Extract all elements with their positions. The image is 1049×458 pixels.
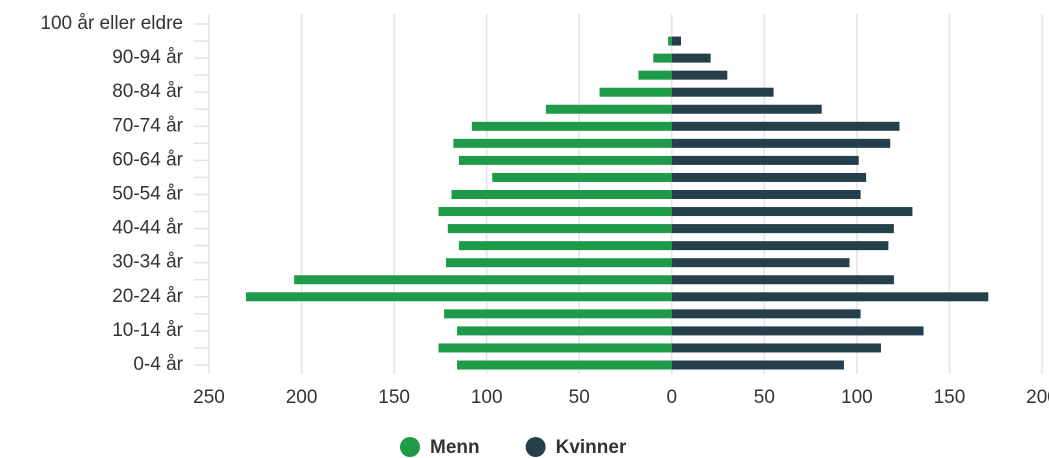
x-tick-label: 100 <box>471 387 503 408</box>
bar <box>451 190 672 199</box>
bar <box>458 155 672 165</box>
x-tick-label: 0 <box>666 387 677 408</box>
y-tick-label: 70-74 år <box>112 115 183 136</box>
bar <box>458 241 672 251</box>
bar <box>671 360 844 370</box>
y-tick-label: 90-94 år <box>112 47 183 68</box>
y-tick-label: 100 år eller eldre <box>40 13 183 34</box>
bar <box>444 309 672 319</box>
bar <box>671 309 861 319</box>
bar <box>457 360 672 370</box>
y-tick-label: 0-4 år <box>133 354 183 375</box>
y-tick-label: 20-24 år <box>112 286 183 307</box>
bar <box>671 326 924 336</box>
legend-label: Kvinner <box>556 437 627 458</box>
bar <box>671 121 900 131</box>
bar <box>653 53 672 63</box>
y-tick-label: 80-84 år <box>112 81 183 102</box>
bar <box>545 104 672 114</box>
bar <box>671 53 711 63</box>
bar <box>671 241 889 251</box>
x-tick-label: 100 <box>841 387 873 408</box>
y-tick-label: 30-34 år <box>112 252 183 273</box>
bar <box>438 207 672 217</box>
bar <box>471 121 672 131</box>
y-tick-label: 60-64 år <box>112 149 183 170</box>
bar <box>457 326 672 336</box>
legend-label: Menn <box>430 437 480 458</box>
bar <box>671 70 728 80</box>
bar <box>671 207 913 217</box>
x-tick-label: 50 <box>754 387 775 408</box>
bar <box>671 155 859 165</box>
bar <box>445 258 672 268</box>
bar <box>671 138 891 148</box>
legend-marker <box>525 437 546 457</box>
bar <box>599 87 672 97</box>
legend-marker <box>400 437 420 457</box>
x-tick-label: 200 <box>1026 387 1049 408</box>
bar <box>671 36 682 46</box>
bar <box>671 224 894 234</box>
bar <box>671 87 774 97</box>
bar <box>671 104 822 114</box>
bar <box>671 343 881 353</box>
x-tick-label: 200 <box>286 387 318 408</box>
x-tick-label: 50 <box>569 387 590 408</box>
bar <box>492 172 672 182</box>
bar <box>638 70 672 80</box>
x-tick-label: 150 <box>378 387 410 408</box>
bar <box>246 292 672 302</box>
y-tick-label: 40-44 år <box>112 218 183 239</box>
y-tick-label: 10-14 år <box>112 320 183 341</box>
bar <box>668 36 672 46</box>
bar <box>671 258 850 268</box>
bar <box>671 275 894 285</box>
bar <box>453 138 672 148</box>
x-tick-label: 150 <box>934 387 966 408</box>
bar <box>438 343 672 353</box>
y-tick-label: 50-54 år <box>112 184 183 205</box>
bar <box>671 292 989 302</box>
bar <box>294 275 672 285</box>
bar <box>671 190 861 199</box>
bar <box>671 172 867 182</box>
x-tick-label: 250 <box>193 387 225 408</box>
bar <box>447 224 672 234</box>
